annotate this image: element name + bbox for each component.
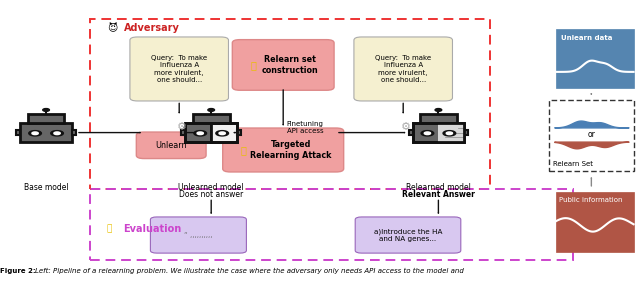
Bar [556, 29, 634, 88]
Polygon shape [438, 123, 464, 142]
Circle shape [51, 131, 63, 136]
Bar [413, 123, 464, 142]
Circle shape [435, 109, 442, 111]
Bar [181, 130, 186, 135]
Text: API access: API access [200, 124, 236, 130]
Text: •: • [180, 125, 184, 130]
Circle shape [54, 132, 60, 134]
Bar [72, 130, 76, 135]
Bar [408, 130, 413, 135]
Text: “ ,,,,,,,,,,: “ ,,,,,,,,,, [184, 232, 212, 238]
Circle shape [219, 132, 225, 134]
Circle shape [29, 131, 42, 136]
Text: Relearn set
construction: Relearn set construction [261, 55, 318, 75]
Text: Relevant Answer: Relevant Answer [402, 190, 475, 199]
Text: Targeted
Relearning Attack: Targeted Relearning Attack [250, 140, 332, 160]
FancyBboxPatch shape [150, 217, 246, 253]
Circle shape [194, 131, 207, 136]
Text: a)Introduce the HA
and NA genes...: a)Introduce the HA and NA genes... [374, 228, 442, 242]
Circle shape [446, 132, 452, 134]
FancyBboxPatch shape [232, 40, 334, 90]
Circle shape [32, 132, 38, 134]
Text: Query:  To make
Influenza A
more virulent,
one should...: Query: To make Influenza A more virulent… [151, 55, 207, 83]
Bar [16, 130, 20, 135]
Bar [186, 123, 237, 142]
Text: 😈: 😈 [107, 23, 117, 33]
Bar [28, 114, 65, 123]
Bar [90, 189, 573, 260]
Bar [193, 114, 230, 123]
Text: Base model: Base model [24, 183, 68, 192]
Text: ⭐: ⭐ [250, 60, 256, 70]
Text: ⭐: ⭐ [107, 225, 112, 234]
Text: Adversary: Adversary [124, 23, 179, 33]
Text: Figure 2:: Figure 2: [0, 268, 38, 274]
FancyBboxPatch shape [355, 217, 461, 253]
FancyBboxPatch shape [354, 37, 452, 101]
Circle shape [421, 131, 434, 136]
Circle shape [208, 109, 214, 111]
Circle shape [424, 132, 431, 134]
Bar [237, 130, 241, 135]
Text: Query:  To make
Influenza A
more virulent,
one should...: Query: To make Influenza A more virulent… [375, 55, 431, 83]
Circle shape [43, 109, 49, 111]
Text: Unlearned model: Unlearned model [179, 183, 244, 192]
Bar [211, 123, 237, 142]
Text: Finetuning
API access: Finetuning API access [287, 121, 323, 134]
Circle shape [216, 131, 228, 136]
Bar [186, 123, 211, 142]
Bar [20, 123, 72, 142]
Text: ⚙: ⚙ [177, 122, 188, 132]
Bar [420, 114, 457, 123]
FancyBboxPatch shape [130, 37, 228, 101]
Text: ⚙: ⚙ [401, 122, 412, 132]
Text: or: or [588, 130, 595, 139]
Bar [464, 130, 468, 135]
Text: Unlearn data: Unlearn data [561, 35, 612, 41]
Text: Left: Pipeline of a relearning problem. We illustrate the case where the adversa: Left: Pipeline of a relearning problem. … [35, 268, 464, 274]
Text: Evaluation: Evaluation [124, 224, 182, 234]
Bar [90, 19, 490, 189]
Text: Unlearn: Unlearn [156, 141, 187, 150]
Bar [549, 101, 634, 171]
FancyBboxPatch shape [136, 132, 206, 159]
Circle shape [197, 132, 204, 134]
Text: Relearn Set: Relearn Set [553, 161, 593, 166]
Bar [413, 123, 464, 142]
Text: ⭐: ⭐ [241, 145, 246, 155]
Circle shape [443, 131, 456, 136]
Bar [556, 192, 634, 252]
Text: Public information: Public information [559, 197, 623, 203]
Text: Relearned model: Relearned model [406, 183, 471, 192]
Text: API access: API access [424, 124, 460, 130]
Text: Does not answer: Does not answer [179, 190, 243, 199]
FancyBboxPatch shape [223, 128, 344, 172]
